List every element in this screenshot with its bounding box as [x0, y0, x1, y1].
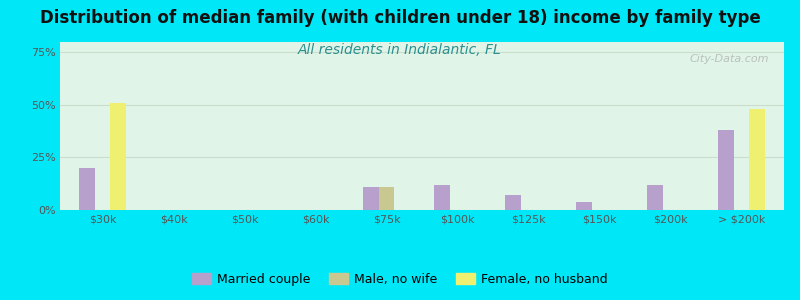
Bar	[110, 103, 126, 210]
Legend: Married couple, Male, no wife, Female, no husband: Married couple, Male, no wife, Female, n…	[187, 268, 613, 291]
Text: Distribution of median family (with children under 18) income by family type: Distribution of median family (with chil…	[40, 9, 760, 27]
Bar	[363, 187, 378, 210]
Bar	[750, 109, 765, 210]
Bar	[576, 202, 592, 210]
Bar	[434, 185, 450, 210]
Bar	[378, 187, 394, 210]
Text: City-Data.com: City-Data.com	[690, 54, 770, 64]
Bar	[718, 130, 734, 210]
Bar	[79, 168, 94, 210]
Text: All residents in Indialantic, FL: All residents in Indialantic, FL	[298, 44, 502, 58]
Bar	[647, 185, 662, 210]
Bar	[505, 195, 521, 210]
